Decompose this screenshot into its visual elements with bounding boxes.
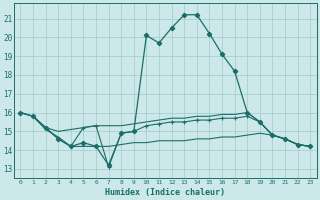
X-axis label: Humidex (Indice chaleur): Humidex (Indice chaleur) — [105, 188, 225, 197]
